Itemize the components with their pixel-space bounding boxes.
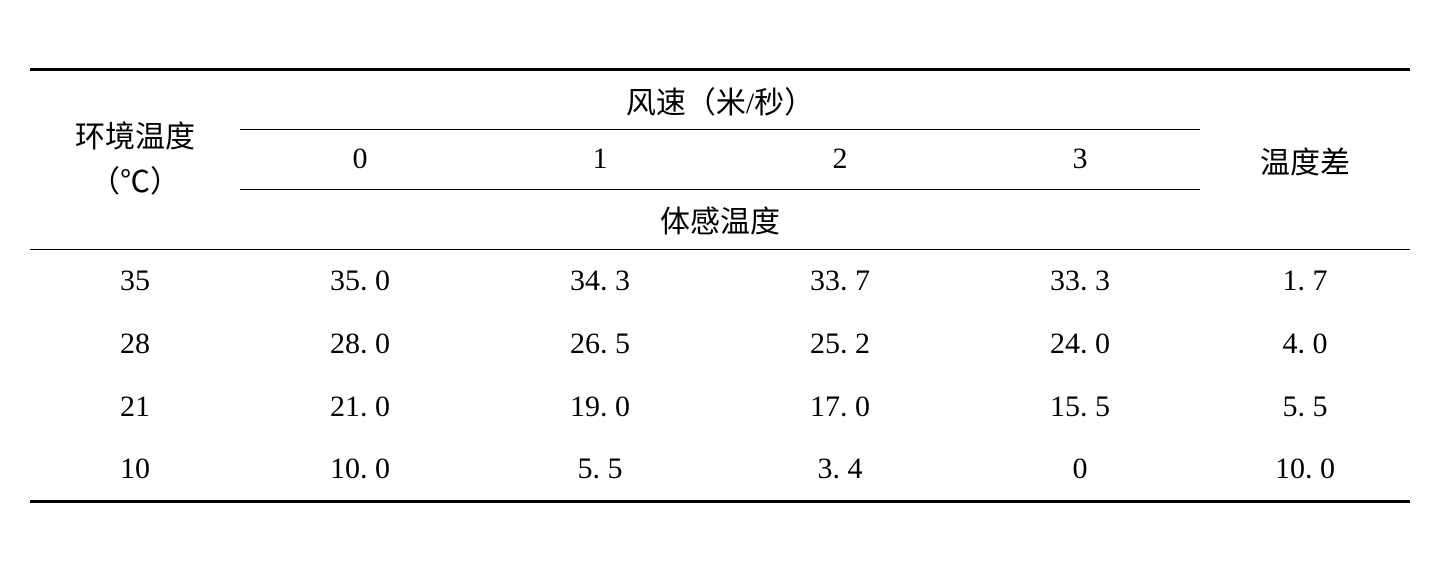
cell-temp-diff: 4. 0 [1200, 312, 1410, 375]
cell-ws2: 33. 7 [720, 249, 960, 312]
cell-env-temp: 28 [30, 312, 240, 375]
cell-ws0: 21. 0 [240, 375, 480, 438]
cell-ws3: 0 [960, 438, 1200, 501]
wind-speed-1: 1 [480, 129, 720, 189]
table-header: 环境温度 （℃） 风速（米/秒） 温度差 0 1 2 3 体感温度 [30, 69, 1410, 249]
cell-ws0: 35. 0 [240, 249, 480, 312]
cell-ws1: 34. 3 [480, 249, 720, 312]
cell-ws2: 25. 2 [720, 312, 960, 375]
env-temp-label-line1: 环境温度 [75, 121, 195, 154]
cell-ws3: 33. 3 [960, 249, 1200, 312]
cell-ws0: 28. 0 [240, 312, 480, 375]
cell-ws1: 19. 0 [480, 375, 720, 438]
cell-ws2: 3. 4 [720, 438, 960, 501]
table-row: 35 35. 0 34. 3 33. 7 33. 3 1. 7 [30, 249, 1410, 312]
cell-ws0: 10. 0 [240, 438, 480, 501]
cell-temp-diff: 5. 5 [1200, 375, 1410, 438]
cell-temp-diff: 1. 7 [1200, 249, 1410, 312]
env-temp-label-line2: （℃） [90, 166, 180, 199]
header-row-1: 环境温度 （℃） 风速（米/秒） 温度差 [30, 69, 1410, 129]
cell-temp-diff: 10. 0 [1200, 438, 1410, 501]
cell-ws2: 17. 0 [720, 375, 960, 438]
table-row: 21 21. 0 19. 0 17. 0 15. 5 5. 5 [30, 375, 1410, 438]
wind-chill-table: 环境温度 （℃） 风速（米/秒） 温度差 0 1 2 3 体感温度 35 35.… [30, 68, 1410, 503]
table-body: 35 35. 0 34. 3 33. 7 33. 3 1. 7 28 28. 0… [30, 249, 1410, 501]
cell-env-temp: 21 [30, 375, 240, 438]
cell-ws1: 5. 5 [480, 438, 720, 501]
wind-speed-2: 2 [720, 129, 960, 189]
table-row: 10 10. 0 5. 5 3. 4 0 10. 0 [30, 438, 1410, 501]
wind-chill-table-container: 环境温度 （℃） 风速（米/秒） 温度差 0 1 2 3 体感温度 35 35.… [30, 68, 1410, 503]
table-row: 28 28. 0 26. 5 25. 2 24. 0 4. 0 [30, 312, 1410, 375]
wind-speed-header: 风速（米/秒） [240, 69, 1200, 129]
cell-ws3: 15. 5 [960, 375, 1200, 438]
cell-env-temp: 10 [30, 438, 240, 501]
cell-env-temp: 35 [30, 249, 240, 312]
env-temp-header: 环境温度 （℃） [30, 69, 240, 249]
apparent-temp-header: 体感温度 [240, 189, 1200, 249]
wind-speed-3: 3 [960, 129, 1200, 189]
cell-ws3: 24. 0 [960, 312, 1200, 375]
cell-ws1: 26. 5 [480, 312, 720, 375]
wind-speed-0: 0 [240, 129, 480, 189]
temp-diff-header: 温度差 [1200, 69, 1410, 249]
